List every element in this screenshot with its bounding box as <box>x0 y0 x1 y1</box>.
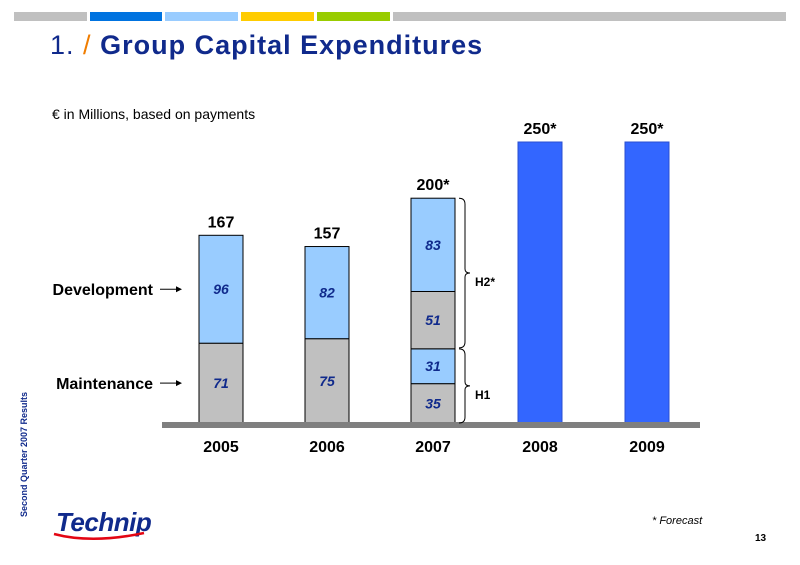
chart-subtitle: € in Millions, based on payments <box>52 106 256 122</box>
chart-baseline <box>162 422 700 428</box>
header-bar-6 <box>393 12 786 21</box>
bar-2005-development-label: 96 <box>213 281 229 297</box>
category-label-2006: 2006 <box>309 439 345 456</box>
bar-2007-H1-development <box>410 348 456 385</box>
total-label-2007: 200* <box>417 177 451 194</box>
total-label-2008: 250* <box>524 121 558 138</box>
h1-label: H1 <box>475 388 491 402</box>
category-label-2009: 2009 <box>629 439 665 456</box>
h2-brace <box>458 197 471 349</box>
total-label-2005: 167 <box>208 214 235 231</box>
side-text: Second Quarter 2007 Results <box>19 391 29 517</box>
header-bar-5 <box>317 12 390 21</box>
category-label-2007: 2007 <box>415 439 451 456</box>
category-label-2005: 2005 <box>203 439 239 456</box>
total-label-2009: 250* <box>631 121 665 138</box>
bar-2007-H2-development-label: 83 <box>425 237 441 253</box>
bar-2005-maintenance-label: 71 <box>213 375 229 391</box>
h2-label: H2* <box>475 275 495 289</box>
bar-2007-H1-development-label: 31 <box>425 358 441 374</box>
bar-2007-H2-development <box>410 197 456 292</box>
header-bar-3 <box>165 12 238 21</box>
category-label-2008: 2008 <box>522 439 558 456</box>
bar-2005-development <box>198 234 244 344</box>
header-bar-1 <box>14 12 87 21</box>
technip-logo: Technip <box>56 507 152 537</box>
logo-swoosh-icon <box>53 531 145 540</box>
legend-development-arrow-icon <box>176 286 182 293</box>
bar-2009-forecast <box>624 141 670 424</box>
h1-brace <box>458 348 471 424</box>
legend-maintenance-arrow-icon <box>176 380 182 387</box>
header-bar-4 <box>241 12 314 21</box>
bar-2007-H1-maintenance-label: 35 <box>425 395 441 411</box>
header-color-bars <box>14 12 786 21</box>
page-number: 13 <box>755 533 767 544</box>
legend-development: Development <box>53 282 154 299</box>
title-number: 1. <box>50 30 75 60</box>
page-title: 1. / Group Capital Expenditures <box>50 30 483 61</box>
legend-maintenance: Maintenance <box>56 376 153 393</box>
total-label-2006: 157 <box>314 226 341 243</box>
forecast-footnote: * Forecast <box>652 515 703 527</box>
bar-2007-H2-maintenance-label: 51 <box>425 312 441 328</box>
bar-2006-development <box>304 246 350 340</box>
bar-2008-forecast <box>517 141 563 424</box>
title-slash: / <box>83 30 92 60</box>
bar-2007-H2-maintenance <box>410 290 456 350</box>
bar-2006-maintenance-label: 75 <box>319 373 335 389</box>
bar-2006-development-label: 82 <box>319 285 335 301</box>
header-bar-2 <box>90 12 162 21</box>
title-text: Group Capital Expenditures <box>100 30 484 60</box>
